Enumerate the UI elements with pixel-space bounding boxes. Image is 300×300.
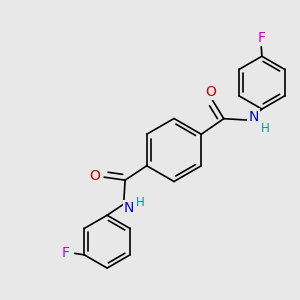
Text: F: F [257,31,265,45]
Text: H: H [260,122,269,135]
Text: F: F [62,246,70,260]
Text: N: N [124,201,134,215]
Text: N: N [249,110,259,124]
Text: H: H [136,196,145,209]
Text: O: O [206,85,216,99]
Text: O: O [89,169,100,183]
